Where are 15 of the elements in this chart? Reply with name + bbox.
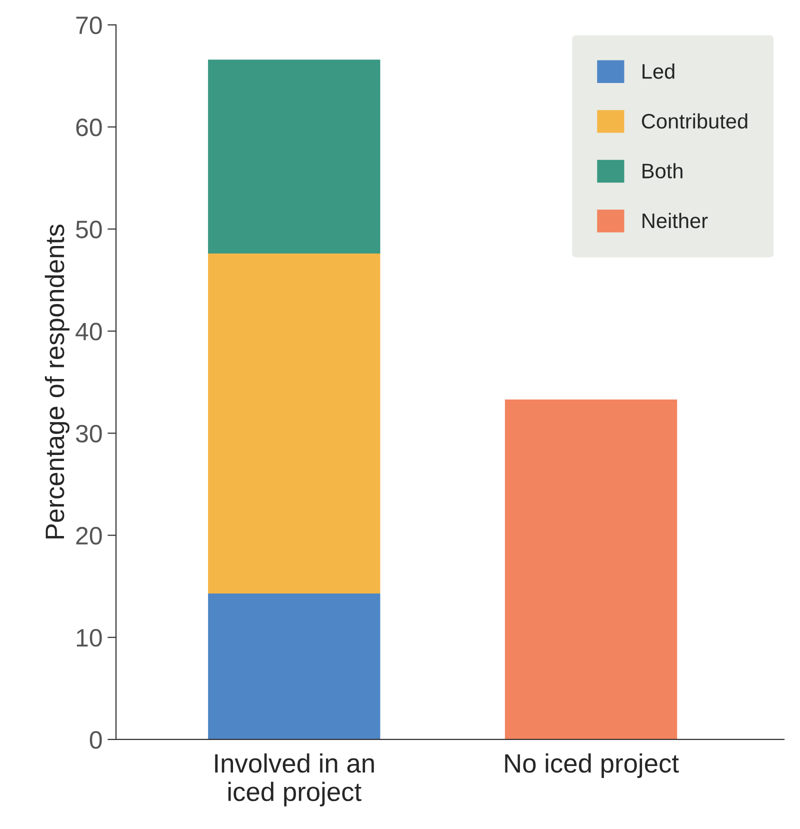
legend-label: Both [642, 163, 682, 178]
y-tick-label: 20 [76, 526, 102, 545]
y-tick-label: 60 [76, 118, 102, 136]
y-tick-label: 10 [76, 628, 102, 647]
y-tick-label: 0 [90, 731, 102, 749]
legend-label: Led [642, 64, 674, 79]
x-tick-label: No iced project [505, 753, 679, 778]
y-tick-label: 40 [76, 322, 102, 340]
legend-label: Neither [642, 212, 708, 228]
y-tick-label: 50 [76, 220, 102, 238]
y-tick-label: 70 [76, 16, 102, 34]
y-axis-title: Percentage of respondents [44, 224, 70, 538]
x-tick-label: Involved in an iced project [215, 753, 374, 806]
y-tick-label: 30 [76, 424, 102, 443]
legend-label: Contributed [642, 113, 748, 129]
